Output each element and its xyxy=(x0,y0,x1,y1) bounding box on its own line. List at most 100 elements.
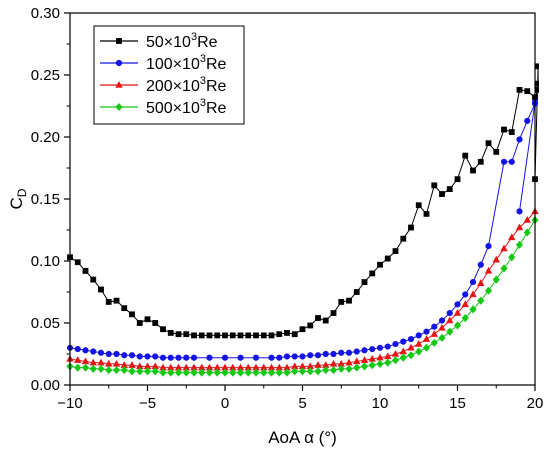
x-tick-label: 5 xyxy=(298,395,306,412)
series-500k-point xyxy=(453,321,462,330)
series-500k-point xyxy=(283,368,291,377)
series-50k-point xyxy=(237,332,244,339)
legend-label-base: 100×10 xyxy=(146,56,200,73)
series-500k-point xyxy=(391,356,400,365)
series-100k-point xyxy=(438,317,446,324)
legend-label-exponent: 3 xyxy=(200,75,206,87)
series-100k-point xyxy=(446,309,453,317)
series-50k-point xyxy=(129,311,135,318)
legend-marker xyxy=(115,80,123,88)
series-50k-point xyxy=(415,202,422,209)
axis-ticks: −10 −5 0 5 10 15 20 0.00 0.05 0.10 0.15 0.20 0.25 0.3… xyxy=(31,5,544,412)
series-500k-point xyxy=(306,367,314,376)
series-100k-point xyxy=(500,158,508,165)
series-50k-point xyxy=(121,305,128,312)
series-100k-point xyxy=(462,291,469,298)
series-100k-point xyxy=(299,353,306,360)
series-100k-point xyxy=(508,158,515,165)
series-50k-point xyxy=(299,326,306,333)
series-500k-point xyxy=(345,364,353,373)
series-50k-point xyxy=(535,63,539,70)
series-200k-point xyxy=(515,223,524,231)
series-50k-point xyxy=(508,129,515,135)
series-500k-point xyxy=(384,358,392,367)
series-50k-point xyxy=(229,332,236,339)
series-500k-point xyxy=(376,359,384,368)
series-100k-point xyxy=(221,354,229,361)
series-100k-point xyxy=(469,278,477,286)
y-tick-label: 0.30 xyxy=(31,5,60,22)
series-100k-point xyxy=(152,353,159,360)
series-50k-point xyxy=(152,320,159,326)
series-500k-point xyxy=(322,366,330,375)
series-500k-point xyxy=(159,368,167,377)
x-tick-label: 20 xyxy=(527,395,544,412)
series-50k-point xyxy=(408,224,414,231)
series-100k-point xyxy=(369,345,376,353)
series-100k-point xyxy=(206,354,213,361)
series-100k-point xyxy=(307,352,314,359)
series-100k-point xyxy=(338,349,345,356)
series-200k-point xyxy=(422,335,431,342)
legend-label: 100×103Re xyxy=(146,53,227,73)
series-500k-point xyxy=(236,368,245,377)
series-50k-point xyxy=(439,191,445,197)
series-500k-point xyxy=(260,368,268,377)
series-500k-point xyxy=(430,338,438,347)
series-500k-point xyxy=(190,368,198,377)
series-100k-point xyxy=(113,350,120,358)
series-500k-point xyxy=(252,368,260,377)
series-50k-point xyxy=(369,270,376,277)
series-50k-point xyxy=(98,286,104,293)
series-100k-point xyxy=(400,338,407,345)
series-100k-point xyxy=(314,352,322,359)
series-500k-point xyxy=(407,351,415,360)
series-50k-point xyxy=(423,210,430,217)
series-50k-point xyxy=(516,86,523,93)
series-50k-point xyxy=(377,261,383,268)
series-100k-point xyxy=(276,354,283,361)
series-100k-point xyxy=(105,350,112,358)
series-50k-point xyxy=(291,331,298,338)
series-100k-point xyxy=(384,343,391,350)
series-200k-point xyxy=(492,255,500,263)
legend-entry-200k: 200×103Re xyxy=(100,75,227,95)
series-500k-point xyxy=(128,367,136,376)
legend-marker xyxy=(115,102,123,112)
series-100k-point xyxy=(392,340,399,348)
series-500k-point xyxy=(267,368,276,377)
y-axis-title-subscript: D xyxy=(15,188,29,197)
series-500k-point xyxy=(174,368,183,377)
x-tick-label: 15 xyxy=(449,395,466,412)
series-50k-point xyxy=(454,176,461,183)
series-500k-point xyxy=(484,286,493,295)
series-500k-point xyxy=(89,364,97,373)
legend-label-exponent: 3 xyxy=(191,31,197,43)
series-100k-point xyxy=(345,349,353,356)
series-500k-point xyxy=(515,240,524,249)
series-50k-point xyxy=(245,332,252,339)
legend-entry-500k: 500×103Re xyxy=(100,97,227,117)
series-100k-point xyxy=(454,301,461,308)
series-500k-point xyxy=(508,253,516,262)
series-500k-point xyxy=(229,368,237,377)
series-500k-point xyxy=(221,368,229,377)
series-500k-point xyxy=(205,368,214,377)
series-50k-point xyxy=(136,320,143,326)
series-100k-point xyxy=(74,345,81,353)
series-200k-point xyxy=(438,323,446,331)
series-500k-point xyxy=(492,275,500,284)
series-50k-point xyxy=(268,332,275,339)
series-500k-point xyxy=(136,367,144,376)
series-50k-point xyxy=(330,310,337,316)
series-500k-point xyxy=(151,367,159,376)
series-50k-point xyxy=(477,158,484,165)
series-500k-point xyxy=(461,313,469,323)
series-50k-point xyxy=(222,332,228,339)
series-500k-point xyxy=(244,368,252,377)
series-100k-point xyxy=(431,323,438,330)
series-50k-point xyxy=(535,80,539,87)
legend-label-suffix: Re xyxy=(206,78,227,95)
